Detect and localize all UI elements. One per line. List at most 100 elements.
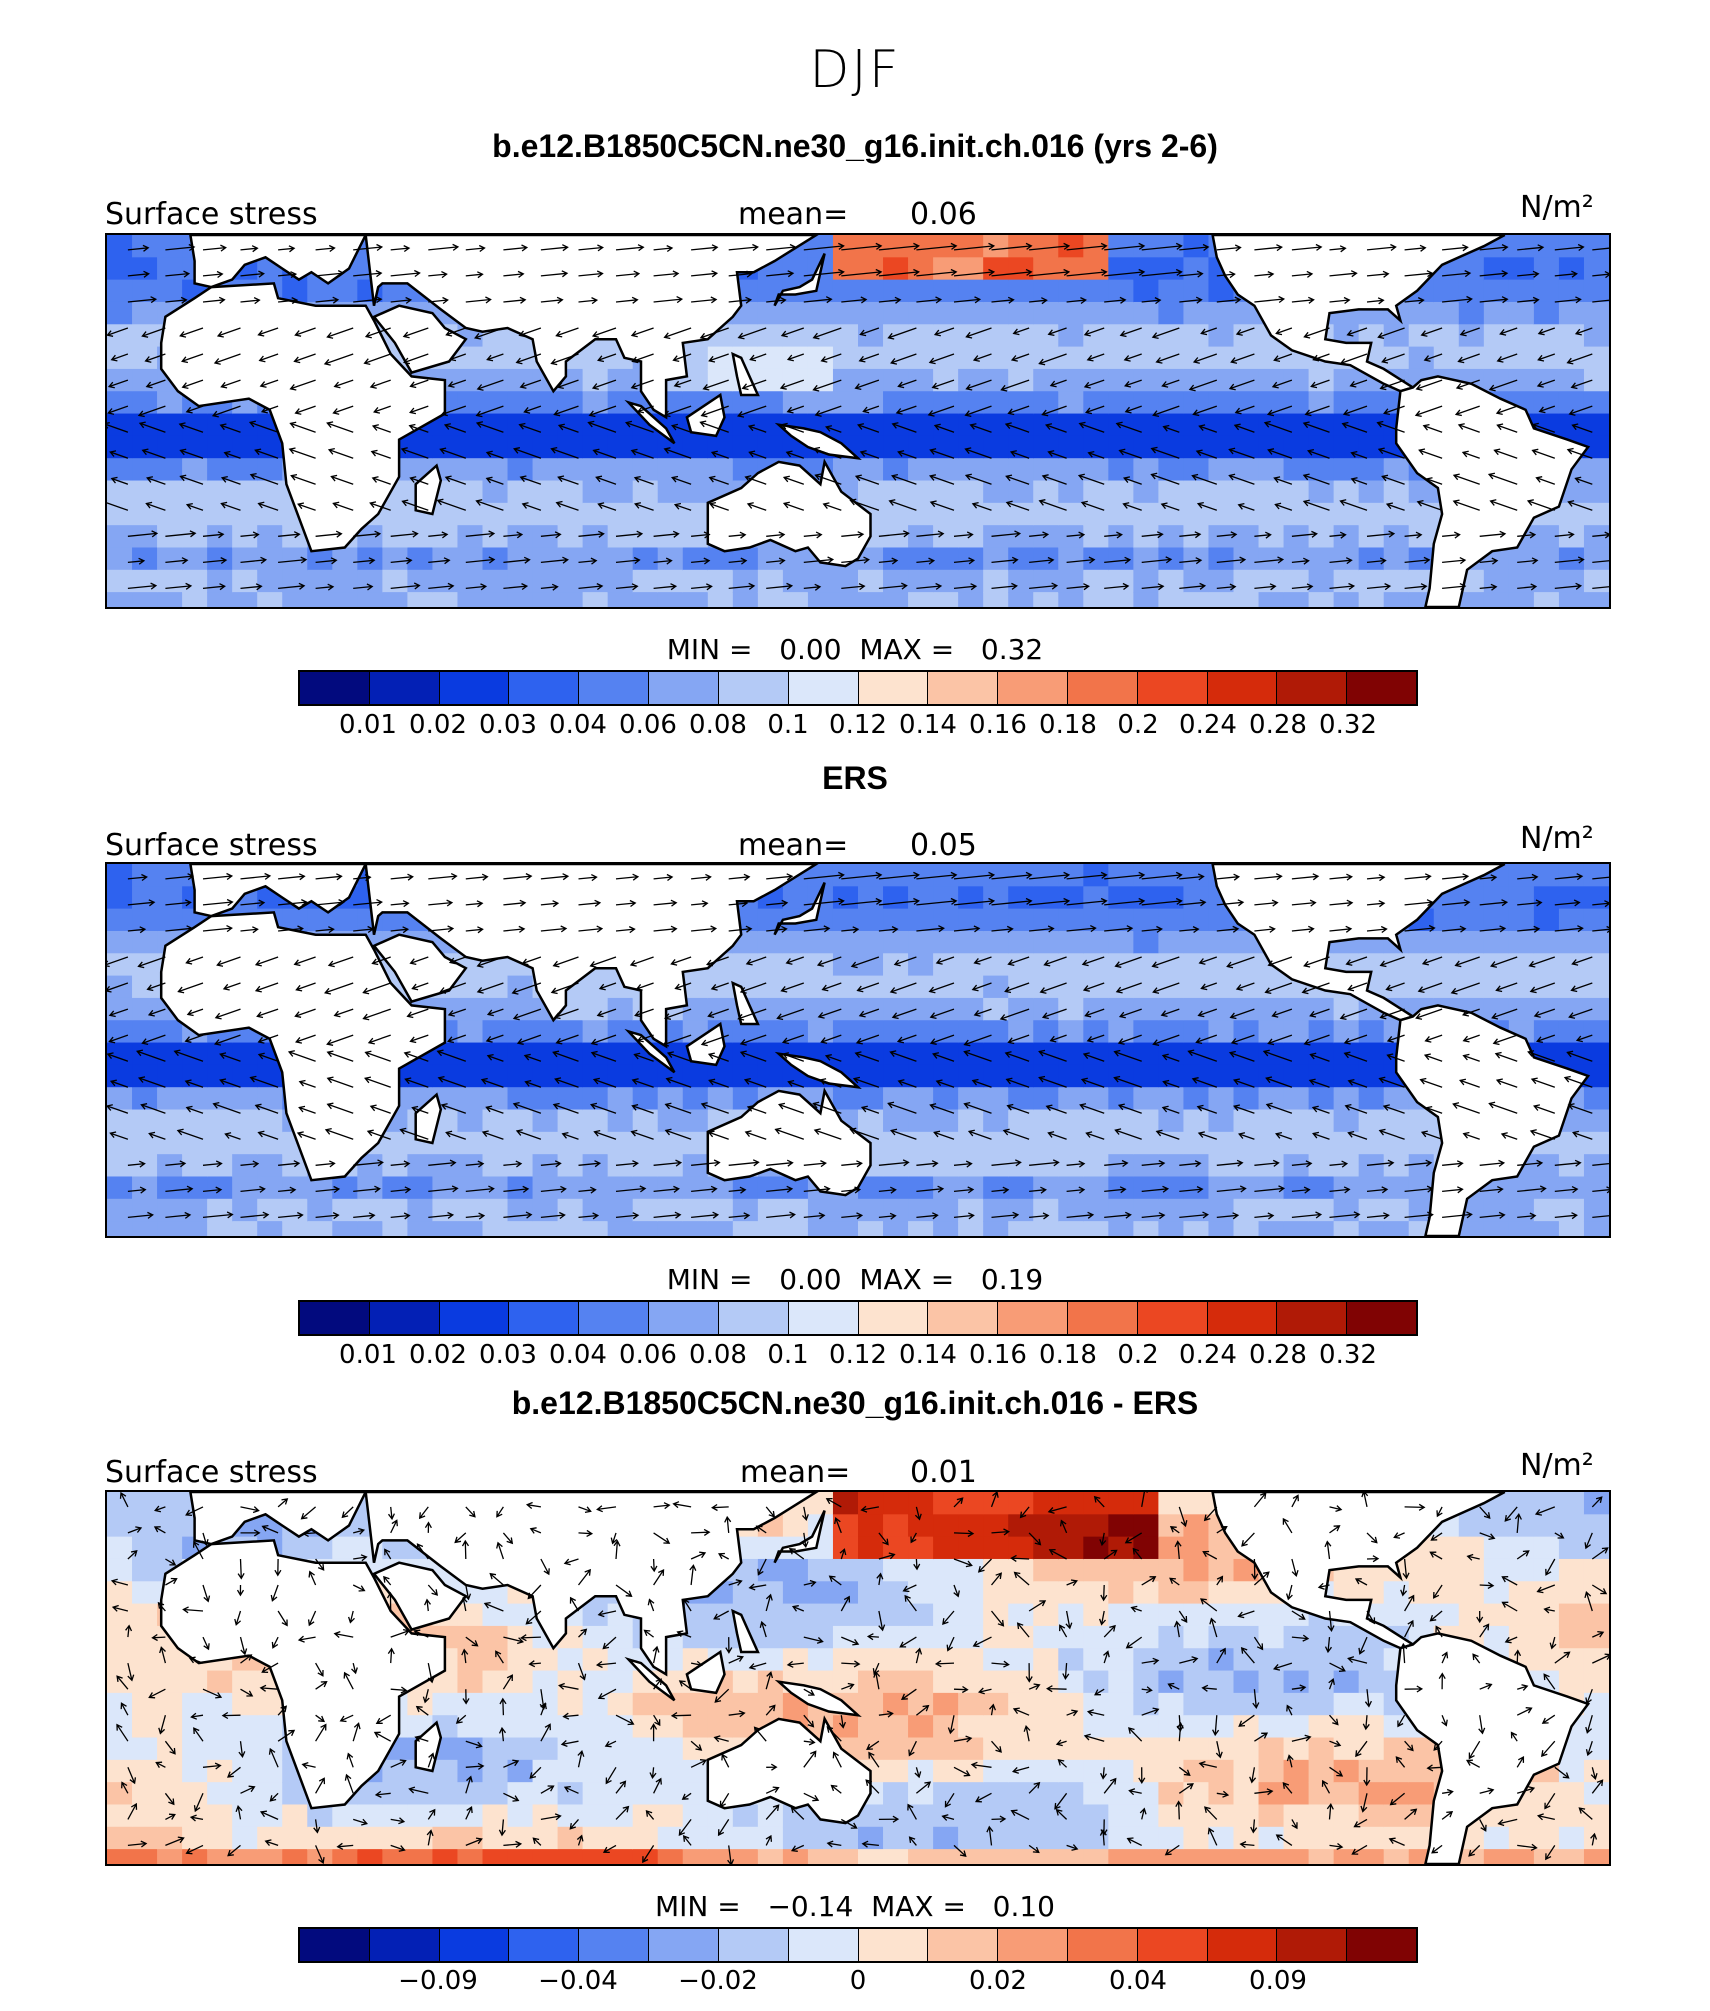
- stress-arrow: [1545, 1558, 1556, 1576]
- stress-arrow: [766, 873, 794, 881]
- stress-arrow: [107, 982, 129, 993]
- stress-arrow: [261, 1662, 279, 1673]
- stress-arrow: [728, 1655, 744, 1664]
- stress-arrow: [674, 982, 692, 991]
- stress-arrow: [1114, 1128, 1142, 1140]
- stress-arrow: [1235, 982, 1255, 991]
- stress-arrow: [1151, 956, 1180, 969]
- stress-arrow: [878, 296, 902, 304]
- stress-arrow: [315, 899, 346, 907]
- stress-arrow: [841, 1660, 861, 1668]
- stress-arrow: [1141, 1686, 1153, 1694]
- stress-arrow: [315, 296, 340, 304]
- stress-arrow: [179, 474, 204, 485]
- colorbar-swatch: [369, 1302, 440, 1334]
- min-value: −0.14: [767, 1890, 854, 1923]
- stress-arrow: [791, 1605, 805, 1612]
- stress-arrow: [1161, 1053, 1180, 1062]
- stress-arrow: [1303, 1034, 1330, 1046]
- stress-arrow: [1216, 873, 1241, 881]
- stress-arrow: [1226, 956, 1255, 969]
- stress-arrow: [427, 1808, 436, 1820]
- stress-arrow: [144, 353, 166, 363]
- stress-arrow: [991, 556, 1019, 564]
- stress-arrow: [550, 982, 579, 995]
- stress-arrow: [916, 296, 943, 304]
- stress-arrow: [878, 582, 908, 590]
- stress-arrow: [223, 450, 241, 459]
- stress-arrow: [415, 1705, 429, 1716]
- stress-arrow: [786, 353, 805, 362]
- stress-arrow: [503, 1211, 533, 1219]
- stress-arrow: [408, 423, 429, 433]
- stress-arrow: [1179, 899, 1207, 907]
- stress-arrow: [841, 296, 868, 304]
- stress-arrow: [637, 405, 654, 414]
- stress-arrow: [889, 1050, 917, 1062]
- stress-arrow: [1499, 327, 1518, 336]
- stress-arrow: [503, 244, 529, 252]
- stress-arrow: [1104, 268, 1146, 277]
- stress-arrow: [634, 1008, 654, 1018]
- stress-arrow: [728, 900, 749, 908]
- colorbar-tick-label: 0.03: [479, 710, 537, 740]
- colorbar-swatch: [928, 1302, 999, 1334]
- stress-arrow: [838, 1715, 847, 1729]
- stress-arrow: [1291, 1494, 1299, 1508]
- stress-arrow: [953, 583, 978, 591]
- stress-arrow: [739, 1050, 767, 1062]
- stress-arrow: [1204, 1806, 1218, 1820]
- stress-arrow: [324, 982, 354, 995]
- stress-arrow: [1291, 1819, 1298, 1830]
- land-borneo: [685, 1021, 726, 1067]
- stress-arrow: [1366, 1159, 1395, 1167]
- stress-arrow: [1016, 1622, 1030, 1638]
- stress-arrow: [414, 1735, 429, 1743]
- stress-arrow: [878, 1710, 894, 1718]
- stress-arrow: [974, 1792, 992, 1803]
- stress-arrow: [615, 1185, 647, 1193]
- stress-arrow: [1479, 1819, 1487, 1832]
- stress-arrow: [1192, 353, 1218, 364]
- land-newguinea: [774, 1679, 862, 1717]
- land-mideast: [364, 864, 819, 1049]
- stress-arrow: [728, 925, 753, 933]
- stress-arrow: [814, 473, 842, 485]
- stress-arrow: [1254, 899, 1279, 907]
- colorbar-tick-label: 0.24: [1179, 710, 1237, 740]
- max-label: MAX =: [859, 633, 955, 666]
- stress-arrow: [426, 1829, 434, 1846]
- stress-arrow: [315, 244, 336, 253]
- stress-arrow: [1533, 1008, 1556, 1018]
- stress-arrow: [615, 296, 639, 304]
- stress-arrow: [465, 1506, 476, 1518]
- stress-arrow: [1045, 1104, 1067, 1114]
- stress-vectors: [110, 1492, 1609, 1864]
- stress-arrow: [953, 1212, 975, 1220]
- stress-arrow: [240, 583, 263, 591]
- stress-arrow: [315, 270, 345, 278]
- stress-arrow: [953, 268, 996, 277]
- stress-arrow: [1479, 1682, 1493, 1690]
- stress-arrow: [653, 1568, 665, 1586]
- stress-arrow: [1592, 925, 1609, 934]
- stress-arrow: [790, 1806, 805, 1820]
- stress-arrow: [362, 982, 391, 995]
- colorbar-tick-label: 0.06: [619, 1340, 677, 1370]
- stress-arrow: [782, 1052, 805, 1062]
- stress-arrow: [1517, 925, 1541, 933]
- stress-arrow: [409, 1034, 429, 1044]
- stress-arrow: [297, 502, 316, 511]
- stress-arrow: [137, 956, 166, 969]
- stress-arrow: [706, 956, 729, 967]
- stress-arrow: [1404, 1808, 1418, 1820]
- stress-arrow: [1414, 405, 1443, 418]
- stress-arrow: [1366, 557, 1387, 565]
- stress-arrow: [1516, 1550, 1530, 1560]
- stress-arrow: [503, 1160, 523, 1168]
- stress-arrow: [1062, 1663, 1070, 1680]
- stress-arrow: [953, 242, 996, 251]
- stress-arrow: [670, 956, 692, 966]
- coastlines: [159, 1492, 1591, 1864]
- stress-arrow: [563, 1785, 579, 1794]
